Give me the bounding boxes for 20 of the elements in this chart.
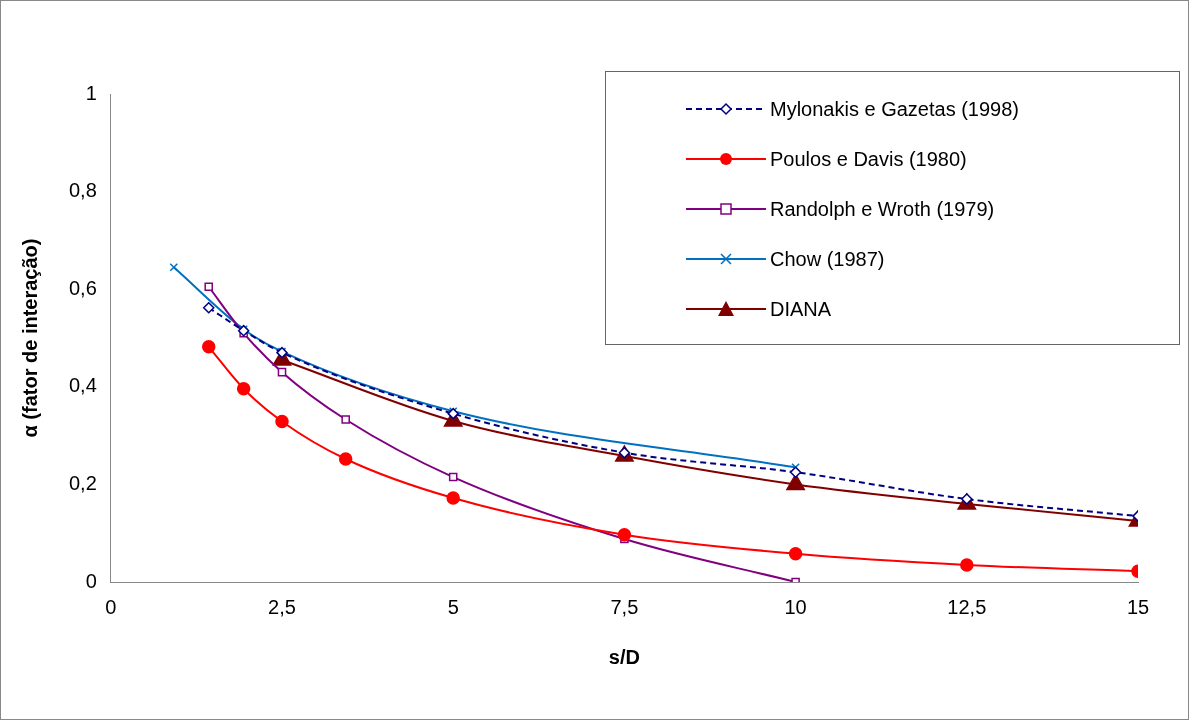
legend-label: Chow (1987): [770, 247, 885, 271]
legend-label: Poulos e Davis (1980): [770, 147, 967, 171]
legend-label: DIANA: [770, 297, 832, 321]
legend-label: Mylonakis e Gazetas (1998): [770, 97, 1020, 121]
y-tick-label: 1: [85, 81, 97, 104]
y-tick-label: 0,2: [68, 471, 97, 494]
x-tick-label: 10: [784, 595, 807, 618]
y-axis-title: α (fator de interação): [18, 238, 41, 438]
x-axis-title: s/D: [608, 645, 640, 668]
y-tick-label: 0,6: [68, 276, 97, 299]
y-tick-label: 0,4: [68, 374, 97, 397]
x-tick-label: 0: [105, 595, 117, 618]
x-tick-label: 2,5: [268, 595, 296, 618]
y-tick-label: 0,8: [68, 179, 97, 202]
x-tick-label: 12,5: [947, 595, 987, 618]
legend-label: Randolph e Wroth (1979): [770, 197, 995, 221]
y-tick-label: 0: [85, 569, 97, 592]
x-tick-label: 7,5: [610, 595, 639, 618]
x-tick-label: 5: [447, 595, 459, 618]
x-tick-label: 15: [1126, 595, 1150, 618]
